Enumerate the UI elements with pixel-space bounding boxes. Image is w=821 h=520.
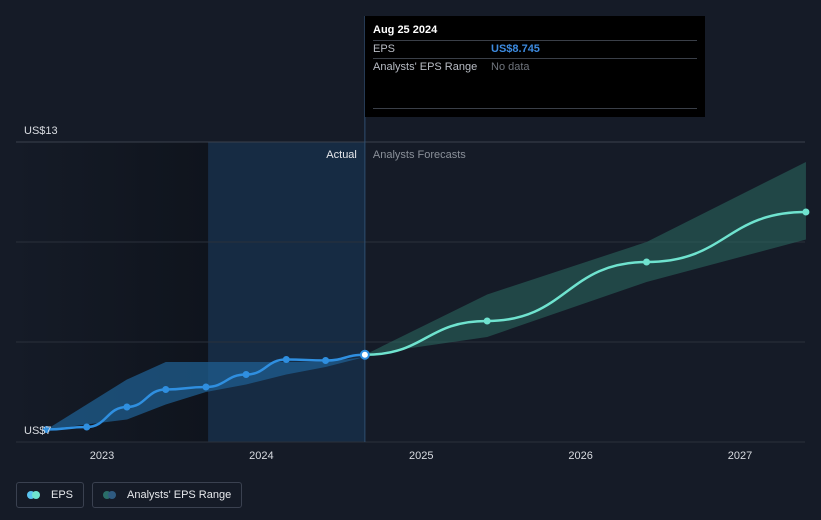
- eps-points: [43, 208, 810, 433]
- past-period-highlight: [16, 142, 365, 442]
- actual-eps-point: [202, 383, 210, 391]
- chart-legend: EPS Analysts' EPS Range: [16, 482, 243, 508]
- actual-eps-point: [242, 371, 250, 378]
- legend-eps-label: EPS: [51, 489, 74, 501]
- forecast-eps-point: [643, 258, 651, 266]
- y-tick-label: US$13: [24, 125, 58, 137]
- x-tick-label: 2023: [90, 450, 114, 462]
- legend-range-label: Analysts' EPS Range: [127, 489, 232, 501]
- actual-eps-point: [282, 356, 290, 363]
- hover-highlight: [208, 142, 365, 442]
- actual-eps-point: [322, 357, 330, 364]
- range-bands: [46, 162, 806, 430]
- tooltip-eps-value: US$8.745: [491, 43, 540, 55]
- past-range-band: [46, 357, 365, 430]
- tooltip-divider: [373, 108, 697, 109]
- x-tick-label: 2027: [728, 450, 752, 462]
- axis-labels: US$13 US$7 2023 2024 2025 2026 2027 Actual Analy…: [24, 125, 752, 462]
- legend-eps-button[interactable]: EPS: [16, 482, 85, 508]
- x-tick-label: 2024: [249, 450, 273, 462]
- tooltip-date: Aug 25 2024: [373, 24, 438, 36]
- tooltip-eps-row: EPS US$8.745: [373, 40, 697, 58]
- tooltip-eps-label: EPS: [373, 43, 396, 55]
- actual-eps-point: [83, 423, 91, 431]
- x-tick-label: 2026: [568, 450, 592, 462]
- y-tick-label: US$7: [24, 425, 52, 437]
- tooltip-range-row: Analysts' EPS Range No data: [373, 58, 697, 76]
- actual-eps-point: [123, 403, 131, 411]
- forecast-eps-line: [364, 210, 806, 356]
- eps-dot-icon: [32, 491, 40, 499]
- actual-eps-point: [43, 426, 51, 433]
- tooltip-range-value: No data: [491, 61, 530, 73]
- region-label-actual: Actual: [326, 149, 357, 161]
- selected-point: [359, 349, 370, 360]
- range-dot-icon: [103, 491, 112, 499]
- forecast-eps-point: [483, 317, 491, 325]
- x-tick-label: 2025: [409, 450, 433, 462]
- range-legend-icon: [103, 491, 119, 499]
- data-tooltip: Aug 25 2024 EPS US$8.745 Analysts' EPS R…: [365, 16, 705, 117]
- tooltip-range-label: Analysts' EPS Range: [373, 61, 478, 73]
- region-label-forecast: Analysts Forecasts: [373, 149, 466, 161]
- legend-range-button[interactable]: Analysts' EPS Range: [92, 482, 243, 508]
- actual-eps-point: [162, 386, 170, 393]
- eps-legend-icon: [27, 491, 43, 499]
- forecast-range-band: [364, 162, 806, 355]
- forecast-eps-point: [802, 208, 810, 216]
- eps-dot-icon: [27, 491, 35, 499]
- range-dot-icon: [108, 491, 117, 499]
